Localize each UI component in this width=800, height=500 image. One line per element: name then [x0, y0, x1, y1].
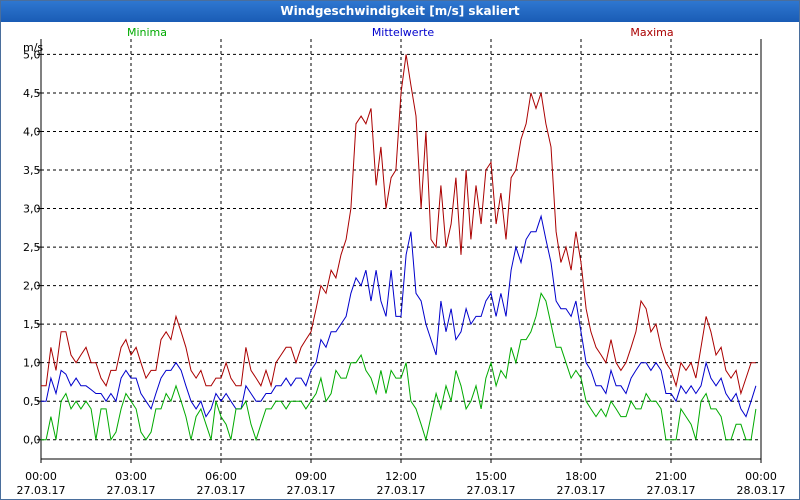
- y-tick-label: 5,0: [23, 48, 41, 61]
- legend-minima: Minima: [127, 26, 167, 39]
- x-tick-date: 27.03.17: [17, 484, 66, 497]
- x-tick-time: 00:00: [745, 470, 777, 483]
- x-tick-date: 27.03.17: [557, 484, 606, 497]
- y-tick-label: 1,0: [23, 357, 41, 370]
- x-tick-time: 21:00: [655, 470, 687, 483]
- x-tick-time: 03:00: [115, 470, 147, 483]
- axes: 0,00,51,01,52,02,53,03,54,04,55,000:0027…: [17, 39, 786, 497]
- x-tick-date: 27.03.17: [377, 484, 426, 497]
- window-title: Windgeschwindigkeit [m/s] skaliert: [1, 1, 799, 22]
- x-tick-time: 09:00: [295, 470, 327, 483]
- grid: [41, 39, 761, 459]
- x-tick-date: 27.03.17: [287, 484, 336, 497]
- series-line-minima: [41, 291, 757, 442]
- legend-maxima: Maxima: [630, 26, 673, 39]
- x-tick-time: 12:00: [385, 470, 417, 483]
- series-line-maxima: [41, 54, 756, 396]
- y-axis-unit: m/s: [23, 41, 43, 54]
- y-tick-label: 2,5: [23, 241, 41, 254]
- series-line-mittelwerte: [41, 214, 757, 418]
- x-tick-date: 27.03.17: [647, 484, 696, 497]
- series-lines: [41, 54, 757, 442]
- x-tick-time: 06:00: [205, 470, 237, 483]
- y-tick-label: 3,0: [23, 203, 41, 216]
- y-tick-label: 2,0: [23, 280, 41, 293]
- y-tick-label: 0,0: [23, 434, 41, 447]
- x-tick-date: 27.03.17: [197, 484, 246, 497]
- x-tick-date: 27.03.17: [107, 484, 156, 497]
- y-tick-label: 3,5: [23, 164, 41, 177]
- y-tick-label: 4,5: [23, 87, 41, 100]
- x-tick-time: 00:00: [25, 470, 57, 483]
- legend-mittelwerte: Mittelwerte: [372, 26, 435, 39]
- y-tick-label: 4,0: [23, 125, 41, 138]
- y-tick-label: 0,5: [23, 395, 41, 408]
- legend: Minima Mittelwerte Maxima: [127, 26, 674, 39]
- x-tick-time: 18:00: [565, 470, 597, 483]
- x-tick-time: 15:00: [475, 470, 507, 483]
- x-tick-date: 28.03.17: [737, 484, 786, 497]
- x-tick-date: 27.03.17: [467, 484, 516, 497]
- y-tick-label: 1,5: [23, 318, 41, 331]
